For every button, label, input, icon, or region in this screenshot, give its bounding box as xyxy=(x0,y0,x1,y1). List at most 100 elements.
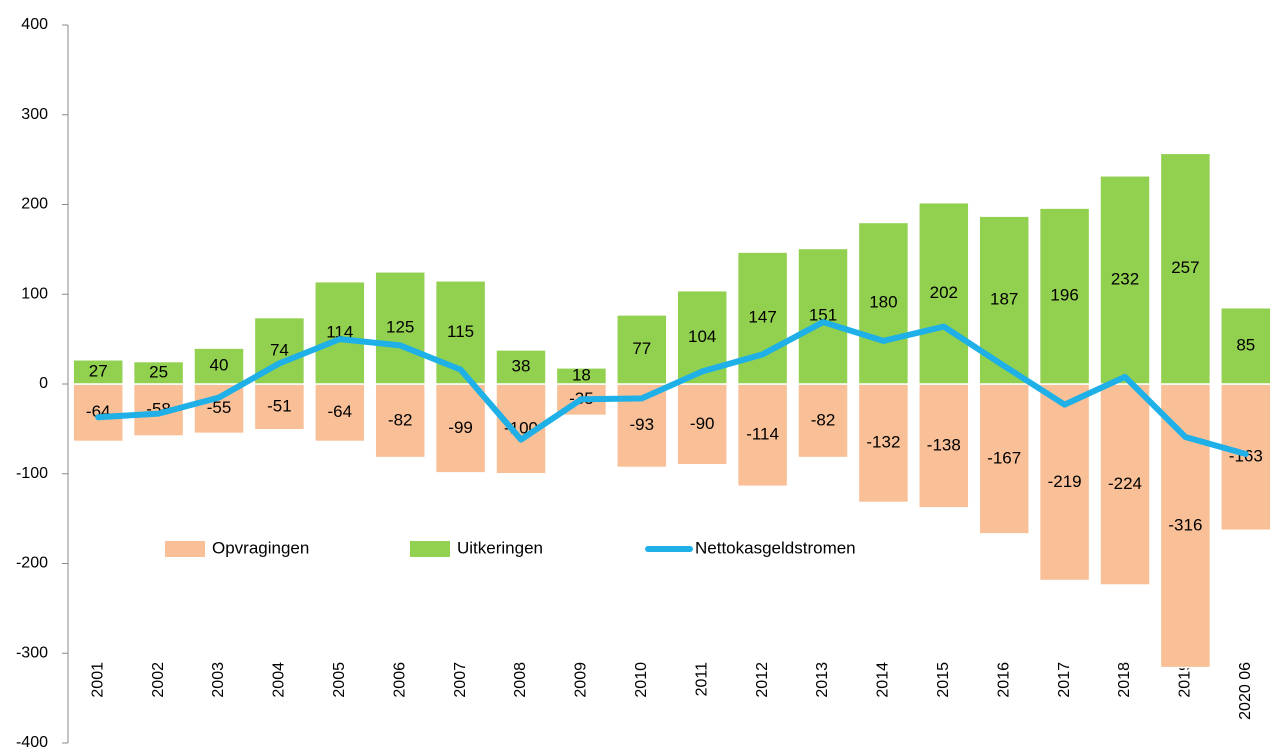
x-tick-label: 2003 xyxy=(210,662,227,698)
bar xyxy=(1038,207,1091,385)
data-label: 196 xyxy=(1050,286,1078,305)
bar xyxy=(314,280,366,385)
x-tick-label: 2011 xyxy=(693,662,710,697)
bar xyxy=(857,221,910,385)
x-tick-label: 2008 xyxy=(512,662,529,698)
data-label: 77 xyxy=(632,339,651,358)
data-label: -64 xyxy=(328,402,353,421)
data-label: -138 xyxy=(927,435,961,454)
data-label: -132 xyxy=(866,433,900,452)
data-label: -167 xyxy=(987,448,1021,467)
bar xyxy=(1099,175,1151,385)
bar xyxy=(72,383,124,443)
x-tick-label: 2001 xyxy=(89,662,106,698)
bar xyxy=(1099,383,1151,586)
data-label: -55 xyxy=(207,398,232,417)
bar xyxy=(132,360,185,385)
bar xyxy=(1159,152,1212,385)
bar xyxy=(1159,383,1212,669)
bar xyxy=(857,383,910,504)
data-label: -90 xyxy=(690,414,715,433)
data-label: 115 xyxy=(447,322,474,341)
legend-swatch xyxy=(410,541,450,557)
data-label: 187 xyxy=(990,290,1018,309)
data-label: -219 xyxy=(1048,472,1082,491)
bar xyxy=(555,367,608,385)
data-label: 27 xyxy=(89,361,108,380)
x-tick-label: 2007 xyxy=(452,662,469,698)
data-label: 202 xyxy=(930,283,958,302)
x-tick-label: 2013 xyxy=(814,662,831,698)
legend-label: Nettokasgeldstromen xyxy=(695,538,856,557)
line xyxy=(95,319,1249,458)
x-tick-label: 2004 xyxy=(271,662,288,698)
x-tick-label: 2019 xyxy=(1177,662,1194,698)
bar xyxy=(374,271,426,385)
data-label: 74 xyxy=(270,340,289,359)
data-label: -114 xyxy=(746,425,779,444)
x-tick-label: 2015 xyxy=(935,662,952,698)
data-label: 257 xyxy=(1171,258,1199,277)
bar xyxy=(797,247,849,385)
data-label: 25 xyxy=(149,362,168,381)
bar xyxy=(918,201,970,385)
bar xyxy=(374,383,426,459)
bar xyxy=(72,359,124,385)
bar xyxy=(1220,306,1272,385)
data-label: -93 xyxy=(630,415,655,434)
y-tick-label: -400 xyxy=(16,734,48,751)
x-tick-label: 2014 xyxy=(875,662,892,698)
data-label: 104 xyxy=(688,327,716,346)
bar xyxy=(797,383,849,459)
y-tick-label: 0 xyxy=(39,375,48,392)
x-tick-label: 2016 xyxy=(995,662,1012,698)
x-tick-label: 2020 06 xyxy=(1237,662,1254,720)
data-label: -99 xyxy=(448,418,473,437)
y-tick-label: 100 xyxy=(21,285,48,302)
bar xyxy=(193,347,245,385)
data-label: -224 xyxy=(1108,474,1142,493)
bar xyxy=(616,314,668,385)
legend-swatch xyxy=(165,541,205,557)
y-tick-label: -200 xyxy=(16,555,48,572)
legend-label: Uitkeringen xyxy=(457,538,543,557)
data-label: 151 xyxy=(809,306,837,325)
bar xyxy=(978,215,1030,385)
y-tick-label: 300 xyxy=(21,106,48,123)
data-label: 147 xyxy=(748,308,776,327)
data-label: -82 xyxy=(811,410,836,429)
x-tick-label: 2002 xyxy=(150,662,167,698)
data-label: 114 xyxy=(326,322,353,341)
y-tick-label: 400 xyxy=(21,16,48,33)
x-tick-label: 2017 xyxy=(1056,662,1073,698)
bar xyxy=(736,383,789,488)
bar xyxy=(434,383,487,474)
x-tick-label: 2012 xyxy=(754,662,771,698)
x-tick-label: 2005 xyxy=(331,662,348,698)
data-label: -82 xyxy=(388,410,413,429)
bar xyxy=(1220,383,1272,532)
legend-label: Opvragingen xyxy=(212,538,309,557)
data-label: -316 xyxy=(1168,515,1202,534)
data-label: 232 xyxy=(1111,269,1139,288)
x-tick-label: 2006 xyxy=(391,662,408,698)
bar xyxy=(676,383,728,466)
data-label: 38 xyxy=(512,356,531,375)
bar xyxy=(1038,383,1091,582)
data-label: 125 xyxy=(386,317,414,336)
data-label: 40 xyxy=(210,356,229,375)
data-label: -51 xyxy=(267,396,292,415)
x-tick-label: 2010 xyxy=(633,662,650,698)
bar xyxy=(193,383,245,435)
bar xyxy=(918,383,970,509)
data-label: 180 xyxy=(869,293,897,312)
bar xyxy=(495,349,547,385)
data-label: 18 xyxy=(572,365,591,384)
data-label: 85 xyxy=(1236,335,1255,354)
y-tick-label: -100 xyxy=(16,465,48,482)
x-tick-label: 2009 xyxy=(573,662,590,698)
y-tick-label: -300 xyxy=(16,644,48,661)
y-tick-label: 200 xyxy=(21,196,48,213)
x-tick-label: 2018 xyxy=(1116,662,1133,698)
